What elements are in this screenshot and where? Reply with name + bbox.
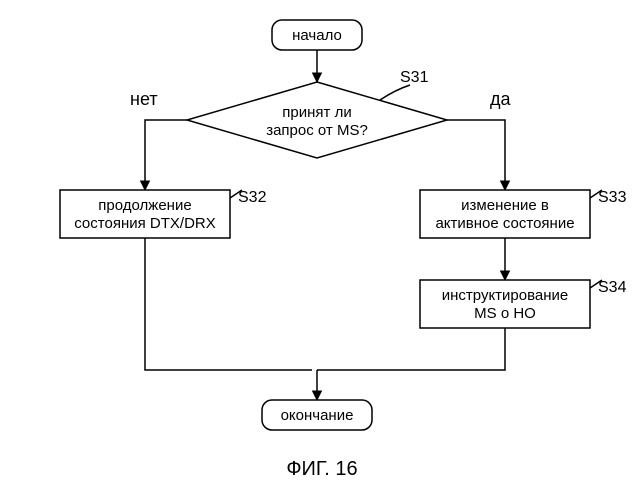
decision-node: принят ли запрос от MS? xyxy=(187,82,447,158)
s34-line2: MS о HO xyxy=(474,305,536,322)
s34-node: инструктирование MS о HO xyxy=(420,280,590,328)
start-node: начало xyxy=(272,20,362,50)
s32-line2: состояния DTX/DRX xyxy=(74,215,215,232)
end-node: окончание xyxy=(262,400,372,430)
decision-line2: запрос от MS? xyxy=(266,122,368,139)
s32-node: продолжение состояния DTX/DRX xyxy=(60,190,230,238)
step-label-s33: S33 xyxy=(598,189,627,206)
branch-yes-label: да xyxy=(490,89,512,109)
edge-decision-s33 xyxy=(447,120,505,190)
s33-line2: активное состояние xyxy=(435,215,574,232)
edge-s34-join xyxy=(317,328,505,370)
s33-line1: изменение в xyxy=(461,197,549,214)
branch-no-label: нет xyxy=(130,89,158,109)
s31-connector xyxy=(380,85,410,100)
s32-line1: продолжение xyxy=(98,197,191,214)
s33-node: изменение в активное состояние xyxy=(420,190,590,238)
step-label-s31: S31 xyxy=(400,69,429,86)
edge-s32-join xyxy=(145,238,312,370)
start-label: начало xyxy=(292,27,342,44)
figure-caption: ФИГ. 16 xyxy=(286,458,357,480)
end-label: окончание xyxy=(281,407,354,424)
decision-line1: принят ли xyxy=(282,104,351,121)
step-label-s34: S34 xyxy=(598,279,627,296)
step-label-s32: S32 xyxy=(238,189,267,206)
s34-line1: инструктирование xyxy=(442,287,569,304)
edge-decision-s32 xyxy=(145,120,187,190)
